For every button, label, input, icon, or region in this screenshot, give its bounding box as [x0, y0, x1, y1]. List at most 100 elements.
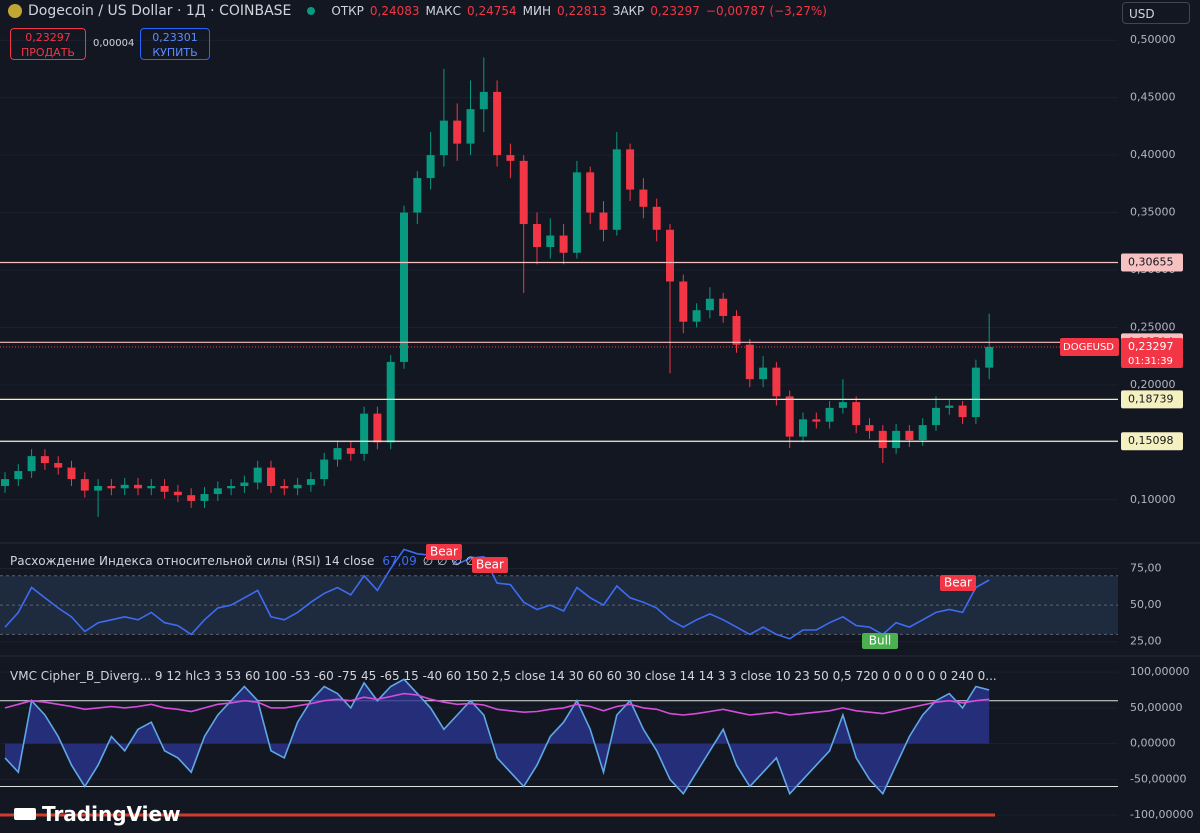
ohlc-value: 0,22813 [557, 4, 607, 18]
candle-body [572, 172, 581, 253]
candle-body [825, 407, 834, 422]
candle-body [705, 298, 714, 311]
candle-body [812, 419, 821, 422]
candle-body [346, 448, 355, 454]
candle-body [918, 425, 927, 441]
pane-title: Расхождение Индекса относительной силы (… [10, 554, 476, 568]
spread: 0,00004 [93, 38, 135, 49]
candle-body [612, 149, 621, 230]
status-dot [307, 7, 316, 15]
y-tick-label: -50,00000 [1130, 772, 1186, 785]
annotation-bg [426, 544, 462, 560]
y-tick-label: 75,00 [1130, 561, 1162, 574]
buy-button[interactable]: 0,23301 КУПИТЬ [140, 28, 210, 60]
candle-body [453, 120, 462, 144]
candle-body [945, 405, 954, 408]
candle-body [546, 235, 555, 248]
candle-body [253, 467, 262, 483]
y-tick-label: 100,00000 [1130, 665, 1190, 678]
candle-body [227, 486, 236, 489]
line [4, 692, 990, 716]
buy-price: 0,23301 [152, 31, 198, 44]
level-label-bg [1121, 432, 1183, 451]
ohlc-value: 0,24754 [467, 4, 517, 18]
candle-body [134, 484, 142, 489]
candle-body [772, 367, 781, 397]
y-tick-label: 0,25000 [1130, 320, 1176, 333]
candle-body [293, 484, 302, 489]
candle-body [958, 405, 967, 418]
candle-body [852, 402, 861, 426]
level-label: 0,30655 [1128, 255, 1174, 268]
level-label-bg [1121, 390, 1183, 409]
y-tick-label: 0,20000 [1130, 378, 1176, 391]
candle-body [80, 479, 89, 491]
candle-body [27, 456, 36, 472]
candle-body [240, 482, 249, 486]
candle-body [666, 229, 674, 282]
header: Dogecoin / US Dollar · 1Д · COINBASE ОТК… [8, 3, 827, 19]
y-tick-label: 0,50000 [1130, 33, 1176, 46]
level-label: 0,15098 [1128, 434, 1174, 447]
pane-legend-value: 67,09 [382, 554, 416, 568]
candle-body [493, 91, 502, 156]
candle-body [187, 495, 196, 501]
candle-body [213, 488, 222, 495]
candle-body [333, 448, 342, 460]
annotation: Bear [944, 576, 972, 590]
candle-body [413, 178, 422, 213]
candle-body [439, 120, 448, 156]
candle-body [147, 486, 156, 489]
candle-body [107, 486, 116, 489]
candle-body [426, 155, 435, 179]
candle-body [586, 172, 595, 213]
candle-body [1, 479, 9, 486]
buy-label: КУПИТЬ [152, 46, 198, 59]
y-tick-label: 0,40000 [1130, 148, 1176, 161]
candle-body [639, 189, 648, 207]
candle-body [679, 281, 688, 322]
candle-body [386, 361, 395, 443]
y-tick-label: 0,10000 [1130, 493, 1176, 506]
candle-body [759, 367, 768, 380]
ohlc-value: 0,24083 [369, 4, 420, 18]
sell-price: 0,23297 [25, 31, 71, 44]
candle-body [865, 425, 874, 431]
currency-select[interactable]: USD [1122, 2, 1190, 24]
change: −0,00787 (−3,27%) [705, 4, 827, 18]
y-tick-label: 0,45000 [1130, 91, 1176, 104]
annotation-bg [472, 557, 508, 573]
candle-body [785, 396, 794, 437]
pane-title: VMC Cipher_B_Diverg... 9 12 hlc3 3 53 60… [10, 669, 997, 683]
ohlc-label: МИН [522, 4, 551, 18]
level-label: 0,18739 [1128, 392, 1174, 405]
y-tick-label: 0,00000 [1130, 737, 1176, 750]
candle-body [506, 155, 515, 161]
candle-body [306, 479, 315, 485]
y-tick-label: 0,35000 [1130, 206, 1176, 219]
line [4, 548, 990, 640]
candle-body [400, 212, 408, 362]
ohlc-label: ЗАКР [612, 4, 645, 18]
last-price-label: 0,23297 [1128, 340, 1174, 353]
candle-body [466, 109, 475, 144]
sell-button[interactable]: 0,23297 ПРОДАТЬ [10, 28, 86, 60]
candle-body [652, 206, 661, 230]
ohlc-label: ОТКР [331, 4, 364, 18]
brand-text: TradingView [42, 802, 181, 826]
candle-body [173, 491, 182, 496]
candle-body [692, 310, 701, 322]
candle-body [54, 463, 63, 468]
symbol-label-bg [1060, 338, 1119, 357]
pane-title-text: Расхождение Индекса относительной силы (… [10, 554, 374, 568]
annotation: Bear [476, 558, 504, 572]
candle-body [838, 402, 847, 408]
line [4, 678, 990, 796]
candle-body [985, 346, 994, 368]
candle-body [892, 430, 901, 449]
candle-body [799, 419, 807, 437]
candle-body [373, 413, 382, 443]
candle-body [719, 298, 728, 316]
y-tick-label: -100,00000 [1130, 808, 1193, 821]
